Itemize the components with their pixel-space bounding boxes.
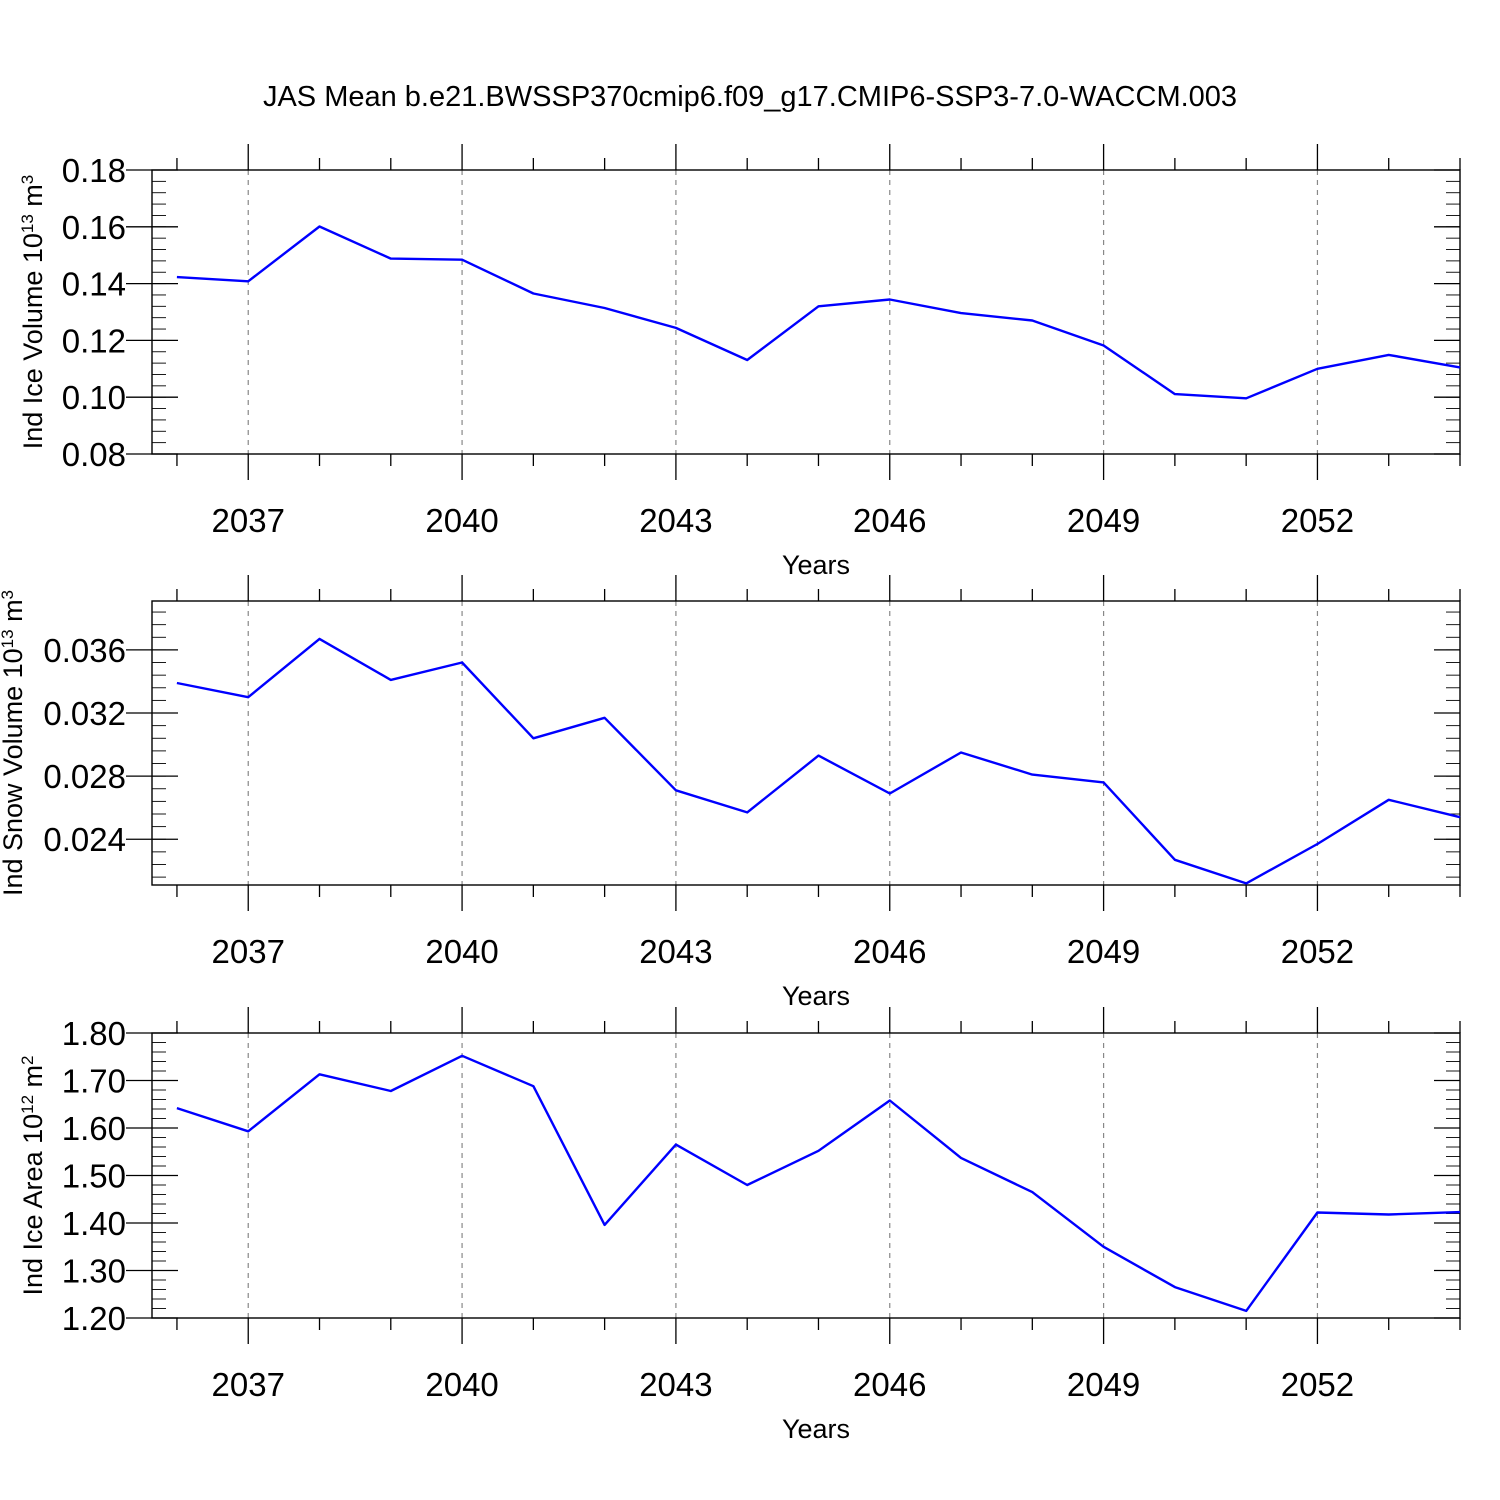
x-tick-label: 2043 [639,933,712,970]
y-tick-label: 0.08 [62,436,126,473]
x-tick-label: 2037 [212,933,285,970]
x-tick-label: 2052 [1281,502,1354,539]
y-axis-label-superscript: 13 [18,214,37,233]
x-tick-label: 2040 [425,933,498,970]
chart-panel-2: 2037 2040 2043 2046 2049 2052 0.024 0.028 0.032 0… [0,575,1461,1011]
y-axis-label-superscript: 3 [0,590,17,599]
y-axis-label-superscript: 3 [18,175,37,184]
x-tick-label: 2052 [1281,1366,1354,1403]
y-axis-label-part: Ind Ice Area 10 [18,1114,48,1296]
figure-title: JAS Mean b.e21.BWSSP370cmip6.f09_g17.CMI… [263,81,1237,113]
y-tick-label: 1.40 [62,1205,126,1242]
chart-panel-3: 2037 2040 2043 2046 2049 2052 1.20 1.30 1.40 1.50… [18,1007,1461,1444]
y-tick-label: 1.70 [62,1063,126,1100]
x-tick-label: 2040 [425,502,498,539]
y-tick-label: 0.028 [43,758,126,795]
y-tick-label: 0.14 [62,266,126,303]
x-tick-label: 2046 [853,933,926,970]
y-axis-label-superscript: 12 [18,1095,37,1114]
y-tick-label: 0.10 [62,379,126,416]
x-tick-label: 2049 [1067,502,1140,539]
y-axis-label-superscript: 13 [0,629,17,648]
x-axis-label: Years [782,1414,850,1444]
plot-frame [151,169,1461,455]
y-tick-label: 0.036 [43,632,126,669]
y-axis-label-superscript: 2 [18,1055,37,1064]
y-tick-label: 1.20 [62,1300,126,1337]
series-line [176,637,1461,885]
x-tick-label: 2037 [212,502,285,539]
y-tick-label: 0.12 [62,322,126,359]
y-axis-label-part: Ind Snow Volume 10 [0,648,28,896]
y-tick-label: 0.18 [62,152,126,189]
panels-container: 2037 2040 2043 2046 2049 2052 0.08 0.10 0.12 0.14… [0,144,1461,1444]
y-axis-label: Ind Ice Volume 1013 m3 [18,175,49,450]
x-axis-label: Years [782,550,850,580]
series-line [176,1054,1461,1313]
x-tick-label: 2040 [425,1366,498,1403]
y-axis-label-part: m [18,184,48,214]
y-tick-label: 0.024 [43,821,126,858]
y-axis-label-part: Ind Ice Volume 10 [18,233,48,449]
x-tick-label: 2049 [1067,1366,1140,1403]
x-tick-label: 2037 [212,1366,285,1403]
y-axis-label: Ind Ice Area 1012 m2 [18,1055,49,1295]
x-tick-label: 2043 [639,1366,712,1403]
y-tick-label: 1.80 [62,1015,126,1052]
y-axis-label: Ind Snow Volume 1013 m3 [0,590,28,896]
y-axis-label-part: m [0,599,28,629]
y-tick-label: 1.30 [62,1253,126,1290]
y-tick-label: 1.50 [62,1158,126,1195]
x-tick-label: 2043 [639,502,712,539]
x-axis-label: Years [782,981,850,1011]
plot-frame [151,600,1461,886]
y-tick-label: 1.60 [62,1110,126,1147]
plot-frame [151,1032,1461,1319]
x-tick-label: 2046 [853,502,926,539]
x-tick-label: 2052 [1281,933,1354,970]
series-line [176,225,1461,400]
y-tick-label: 0.032 [43,695,126,732]
x-tick-label: 2046 [853,1366,926,1403]
chart-panel-1: 2037 2040 2043 2046 2049 2052 0.08 0.10 0.12 0.14… [18,144,1461,580]
y-axis-label-part: m [18,1065,48,1095]
y-tick-label: 0.16 [62,209,126,246]
x-tick-label: 2049 [1067,933,1140,970]
